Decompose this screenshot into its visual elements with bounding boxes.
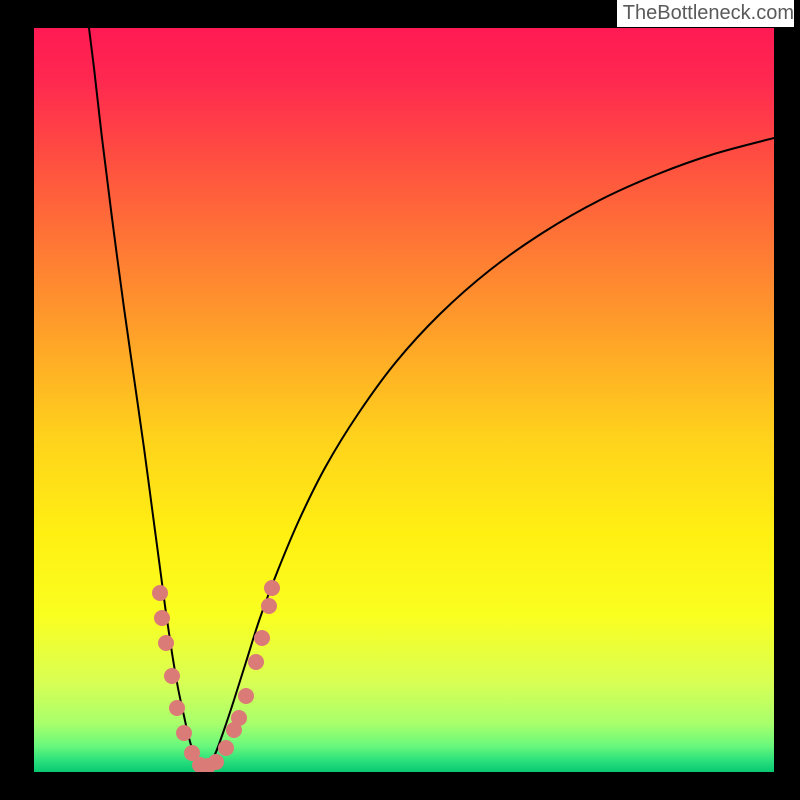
data-marker (152, 585, 168, 601)
data-marker (254, 630, 270, 646)
data-marker (154, 610, 170, 626)
data-marker (208, 754, 224, 770)
data-marker (231, 710, 247, 726)
bottleneck-curve (34, 28, 774, 772)
data-marker (164, 668, 180, 684)
data-marker (176, 725, 192, 741)
chart-frame: TheBottleneck.com (0, 0, 800, 800)
data-marker (169, 700, 185, 716)
curve-left-branch (89, 28, 204, 772)
plot-area (34, 28, 774, 772)
data-marker (261, 598, 277, 614)
data-marker (248, 654, 264, 670)
data-marker (264, 580, 280, 596)
data-marker (238, 688, 254, 704)
watermark-text: TheBottleneck.com (617, 0, 794, 27)
plot-outer-border (0, 0, 800, 800)
data-marker (218, 740, 234, 756)
data-marker (158, 635, 174, 651)
curve-right-branch (204, 138, 774, 772)
